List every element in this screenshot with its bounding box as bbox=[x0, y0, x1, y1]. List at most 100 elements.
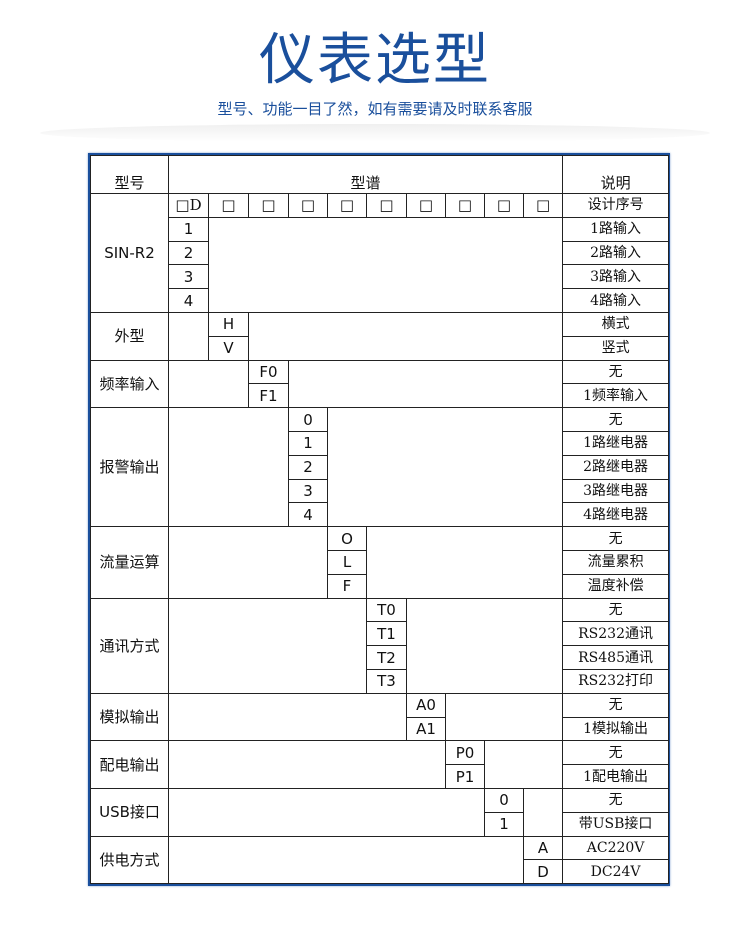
option-code: T1 bbox=[366, 621, 407, 647]
option-code: H bbox=[208, 311, 249, 337]
option-description: RS232通讯 bbox=[562, 621, 670, 647]
blank-cell bbox=[168, 835, 524, 885]
blank-cell bbox=[168, 740, 446, 789]
group-label: 供电方式 bbox=[90, 835, 169, 885]
table-row: 1 1路输入 bbox=[91, 216, 670, 313]
option-description: 无 bbox=[562, 787, 670, 813]
option-code: A0 bbox=[406, 692, 446, 718]
option-description: 4路输入 bbox=[562, 288, 670, 313]
blank-cell bbox=[287, 359, 564, 409]
option-description: 无 bbox=[562, 526, 670, 551]
option-code: T2 bbox=[366, 645, 407, 670]
table-row: F 温度补偿 bbox=[91, 573, 670, 599]
option-code: O bbox=[327, 526, 367, 551]
table-row: 通讯方式 T0 无 bbox=[90, 597, 670, 694]
box-description: 设计序号 bbox=[562, 193, 670, 218]
option-code: 3 bbox=[288, 478, 328, 504]
table-row: T2 RS485通讯 bbox=[91, 645, 670, 670]
option-description: 4路继电器 bbox=[562, 502, 670, 528]
code-box: □ bbox=[327, 193, 367, 218]
blank-cell bbox=[168, 526, 328, 599]
header-model: 型号 bbox=[90, 155, 169, 194]
option-description: 无 bbox=[562, 740, 670, 766]
blank-cell bbox=[168, 597, 367, 694]
blank-cell bbox=[522, 787, 564, 837]
option-code: 2 bbox=[288, 454, 328, 480]
code-box: □ bbox=[484, 193, 524, 218]
table-row: SIN-R2 □D □ □ □ □ □ □ □ □ □ 设计序号 bbox=[90, 193, 670, 313]
group-label: 报警输出 bbox=[90, 407, 169, 528]
option-code: A bbox=[522, 835, 564, 861]
table-row: 配电输出 P0 无 bbox=[90, 740, 670, 789]
code-box: □ bbox=[208, 193, 249, 218]
page-title: 仪表选型 bbox=[259, 28, 491, 93]
option-description: 温度补偿 bbox=[562, 573, 670, 599]
option-description: 2路继电器 bbox=[562, 454, 670, 480]
option-code: V bbox=[208, 335, 249, 361]
code-box: □ bbox=[522, 193, 564, 218]
option-code: F1 bbox=[248, 383, 289, 409]
option-code: 0 bbox=[288, 407, 328, 432]
blank-cell bbox=[168, 787, 485, 837]
table-row: 频率输入 F0 无 bbox=[90, 359, 670, 409]
option-code: 1 bbox=[484, 811, 524, 837]
code-box: □ bbox=[445, 193, 485, 218]
option-description: 无 bbox=[562, 692, 670, 718]
blank-cell bbox=[405, 597, 564, 694]
table-row: V 竖式 bbox=[91, 335, 670, 361]
blank-cell bbox=[326, 407, 564, 528]
header-description: 说明 bbox=[562, 155, 670, 194]
model-selection-table: 型号 型谱 说明 SIN-R2 □D □ □ □ □ □ □ □ □ □ 设计序号 1 1路输入 2 2路输入… bbox=[88, 153, 670, 887]
group-label: 外型 bbox=[90, 311, 169, 361]
code-box: □ bbox=[288, 193, 328, 218]
option-code: 1 bbox=[288, 430, 328, 456]
table-row: A1 1模拟输出 bbox=[91, 716, 670, 742]
blank-cell bbox=[168, 692, 407, 742]
table-row: 流量运算 O 无 bbox=[90, 526, 670, 599]
option-code: 0 bbox=[484, 787, 524, 813]
option-code: 3 bbox=[168, 264, 209, 290]
option-description: 竖式 bbox=[562, 335, 670, 361]
blank-cell bbox=[168, 311, 209, 361]
option-code: F bbox=[327, 573, 367, 599]
option-description: 横式 bbox=[562, 311, 670, 337]
option-code: 1 bbox=[168, 216, 209, 242]
group-label: 模拟输出 bbox=[90, 692, 169, 742]
group-label: USB接口 bbox=[90, 787, 169, 837]
option-description: 1路继电器 bbox=[562, 430, 670, 456]
option-code: A1 bbox=[406, 716, 446, 742]
option-description: DC24V bbox=[562, 859, 670, 885]
option-description: AC220V bbox=[562, 835, 670, 861]
code-box: □ bbox=[406, 193, 446, 218]
table-row: 3 3路输入 bbox=[91, 264, 670, 290]
option-description: 无 bbox=[562, 407, 670, 432]
table-row: 1 带USB接口 bbox=[91, 811, 670, 837]
header-row: 型号 型谱 说明 bbox=[90, 155, 670, 194]
table-row: 报警输出 0 无 bbox=[90, 407, 670, 528]
option-code: T0 bbox=[366, 597, 407, 623]
option-code: P1 bbox=[445, 764, 485, 789]
table-row: P1 1配电输出 bbox=[91, 764, 670, 789]
option-code: D bbox=[522, 859, 564, 885]
table-row: 外型 H 横式 bbox=[90, 311, 670, 361]
blank-cell bbox=[444, 692, 564, 742]
option-code: 4 bbox=[168, 288, 209, 313]
table-row: 2 2路继电器 bbox=[91, 454, 670, 480]
code-box: □ bbox=[366, 193, 407, 218]
page-subtitle: 型号、功能一目了然，如有需要请及时联系客服 bbox=[217, 100, 533, 118]
option-code: 2 bbox=[168, 240, 209, 266]
option-description: 1路输入 bbox=[562, 216, 670, 242]
option-description: 流量累积 bbox=[562, 549, 670, 575]
blank-cell bbox=[365, 526, 564, 599]
option-description: 无 bbox=[562, 359, 670, 385]
divider-shadow bbox=[40, 124, 710, 142]
option-code: F0 bbox=[248, 359, 289, 385]
option-code: L bbox=[327, 549, 367, 575]
option-code: T3 bbox=[366, 668, 407, 694]
group-label: 配电输出 bbox=[90, 740, 169, 789]
group-label: 流量运算 bbox=[90, 526, 169, 599]
option-description: 无 bbox=[562, 597, 670, 623]
table-row: USB接口 0 无 bbox=[90, 787, 670, 837]
table-row: 4 4路输入 bbox=[91, 288, 670, 313]
option-description: 3路继电器 bbox=[562, 478, 670, 504]
